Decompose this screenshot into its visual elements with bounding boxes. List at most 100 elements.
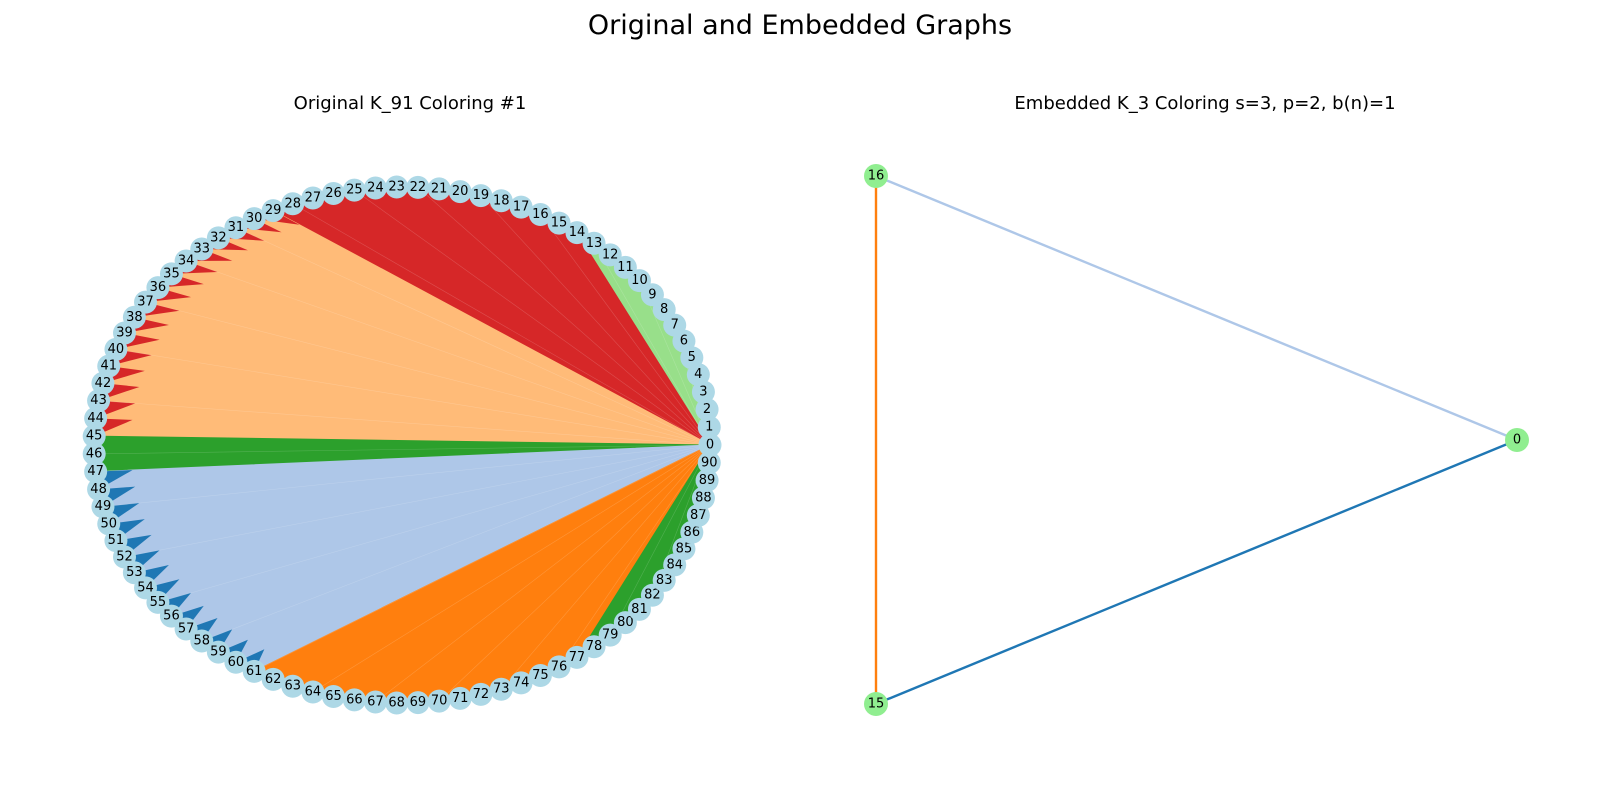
node-label: 6: [680, 334, 688, 349]
node-label: 59: [210, 645, 227, 660]
node-label: 89: [699, 473, 716, 488]
node-label: 60: [228, 655, 245, 670]
node-15: [864, 692, 888, 716]
graph-node: [82, 424, 106, 448]
edge: [480, 195, 711, 446]
node-label: 84: [666, 557, 683, 572]
edge: [115, 349, 711, 446]
graph-node: [242, 659, 266, 683]
node-label: 8: [660, 302, 668, 317]
edge: [124, 444, 711, 558]
node-label: 76: [551, 659, 568, 674]
node-label: 82: [644, 588, 661, 603]
node-label: 41: [100, 359, 117, 374]
edge: [185, 260, 711, 446]
edge: [593, 243, 711, 446]
graph-node: [469, 682, 493, 706]
graph-node: [363, 690, 387, 714]
graph-node: [691, 486, 715, 510]
node-label: 83: [656, 573, 673, 588]
graph-node: [385, 691, 409, 715]
node-label: 25: [346, 183, 363, 198]
node-label: 20: [452, 184, 469, 199]
graph-node: [469, 184, 493, 208]
node-label: 27: [305, 191, 322, 206]
graph-node: [565, 645, 589, 669]
edge-16-0: [875, 174, 1518, 442]
edge: [375, 444, 711, 703]
figure-title: Original and Embedded Graphs: [587, 10, 1013, 41]
node-label: 67: [367, 695, 384, 710]
node-label: 26: [325, 186, 342, 201]
graph-node: [242, 207, 266, 231]
edge: [438, 444, 711, 702]
node-label: 4: [694, 367, 702, 382]
node-label: 70: [431, 694, 448, 709]
node-label: 15: [551, 216, 568, 231]
edge-wedge: [218, 639, 248, 663]
node-label: 71: [452, 691, 469, 706]
graph-node: [385, 175, 409, 199]
node-label: 78: [586, 639, 603, 654]
node-label: 5: [688, 350, 696, 365]
edge: [609, 444, 711, 636]
edge: [540, 214, 711, 446]
graph-node: [697, 415, 721, 439]
edge-15-0: [875, 438, 1518, 706]
node-label: 79: [602, 628, 619, 643]
node-label: 7: [671, 318, 679, 333]
node-label: 21: [431, 181, 448, 196]
graph-node: [91, 371, 115, 395]
node-label: 42: [95, 376, 112, 391]
node-label: 64: [305, 684, 322, 699]
node-label: 61: [246, 664, 263, 679]
node-label: 49: [95, 499, 112, 514]
edge: [558, 444, 711, 668]
graph-node: [342, 688, 366, 712]
graph-node: [598, 623, 622, 647]
graph-node: [87, 477, 111, 501]
graph-node: [565, 221, 589, 245]
node-label: 30: [246, 211, 263, 226]
node-label: 29: [265, 203, 282, 218]
edge: [254, 444, 711, 672]
graph-node: [342, 178, 366, 202]
node-label: 19: [473, 188, 490, 203]
edge-wedge: [235, 649, 265, 672]
original-graph: 0123456789101112131415161718192021222324…: [82, 175, 722, 715]
node-label: 22: [410, 180, 427, 195]
node-label: 12: [602, 247, 619, 262]
node-label: 9: [648, 287, 656, 302]
edge: [94, 444, 711, 455]
node-label: 87: [690, 508, 707, 523]
graph-node: [528, 203, 552, 227]
node-label: 81: [631, 602, 648, 617]
node-label: 75: [532, 668, 549, 683]
node-label: 86: [684, 525, 701, 540]
node-label: 35: [163, 266, 180, 281]
edge: [292, 203, 711, 446]
graph-node: [686, 503, 710, 527]
graph-node: [224, 650, 248, 674]
node-label: 66: [346, 692, 363, 707]
node-label: 90: [701, 455, 718, 470]
node-label: 56: [163, 609, 180, 624]
edge: [354, 189, 711, 446]
edge: [98, 400, 711, 446]
edge: [157, 444, 711, 603]
graph-node: [321, 685, 345, 709]
graph-node: [448, 180, 472, 204]
node-label: 45: [86, 429, 103, 444]
graph-node: [598, 243, 622, 267]
node-label: 58: [193, 634, 210, 649]
graph-node: [691, 380, 715, 404]
graph-node: [190, 237, 214, 261]
node-label: 14: [569, 225, 586, 240]
edge: [417, 187, 711, 446]
node-label: 28: [285, 196, 302, 211]
node-label: 16: [532, 207, 549, 222]
node-label: 46: [86, 446, 103, 461]
graph-node: [301, 186, 325, 210]
graph-node: [281, 192, 305, 216]
